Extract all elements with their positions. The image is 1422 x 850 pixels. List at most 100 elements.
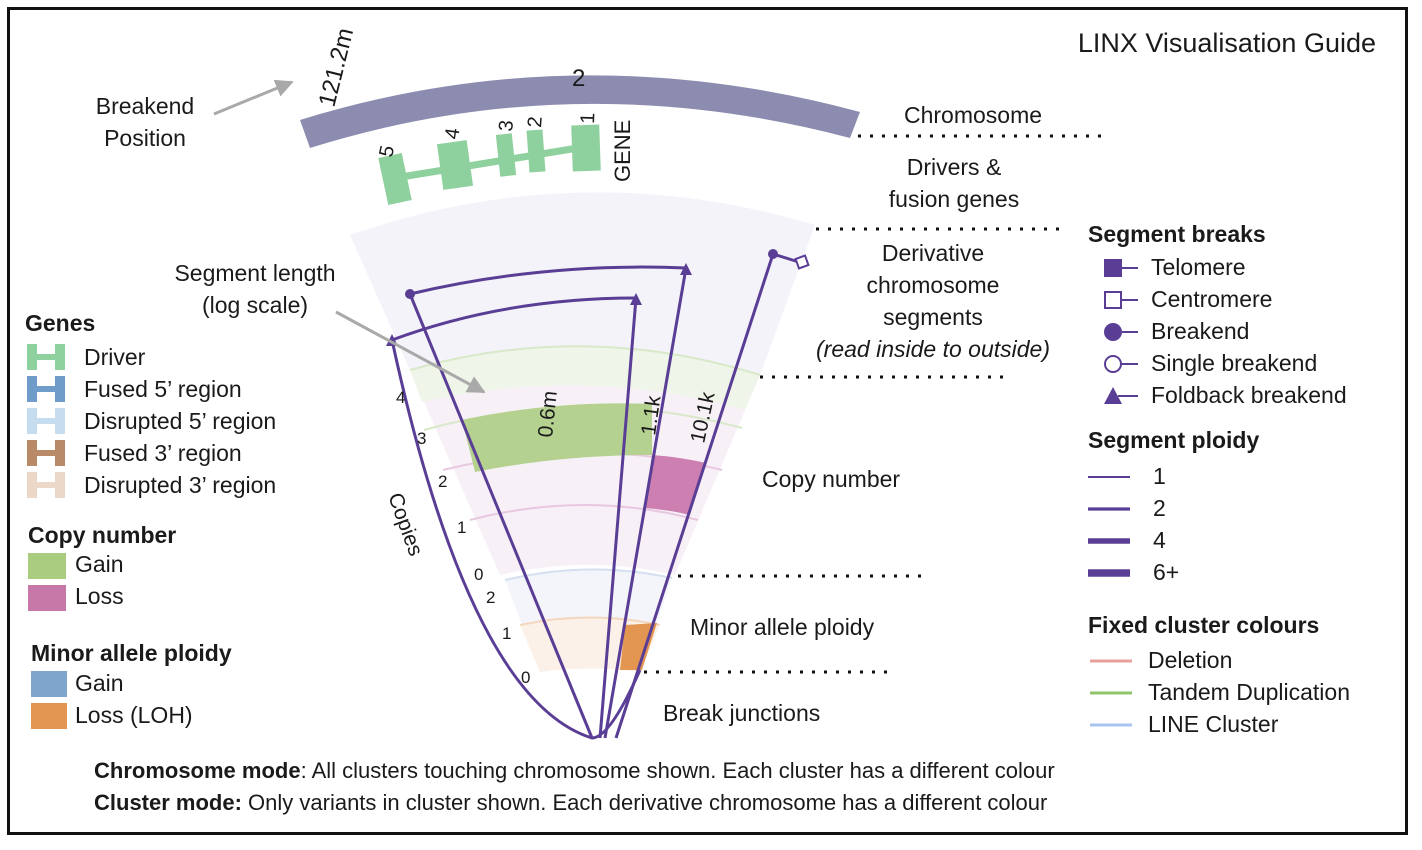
drivers-fusion-line-1: Drivers & — [906, 154, 1002, 180]
breakend-label: Breakend — [1151, 318, 1250, 344]
minor-allele-annotation: Minor allele ploidy — [690, 614, 875, 640]
derivative-line-3: segments — [883, 304, 983, 330]
segment-ploidy-legend-header: Segment ploidy — [1088, 427, 1260, 453]
ploidy-1-label: 1 — [1153, 463, 1166, 489]
breakend-position-annotation: Breakend Position — [86, 90, 204, 154]
ploidy-4-label: 4 — [1153, 527, 1166, 553]
copy-gain-label: Gain — [75, 551, 124, 577]
telomere-label: Telomere — [1151, 254, 1246, 280]
footer-chromosome-mode-title: Chromosome mode — [94, 758, 301, 783]
footer-chromosome-mode-text: : All clusters touching chromosome shown… — [300, 758, 1055, 783]
foldback-marker-mid — [630, 293, 642, 305]
segment-length-1-1k: 1.1k — [637, 394, 665, 437]
footer-cluster-mode-text: Only variants in cluster shown. Each der… — [241, 790, 1048, 815]
chromosome-number: 2 — [572, 65, 585, 92]
copy-number-gain-block — [462, 403, 652, 472]
chromosome-arc — [300, 75, 860, 148]
deletion-label: Deletion — [1148, 647, 1233, 673]
gene-track — [378, 124, 601, 205]
segment-outer-arc — [409, 265, 687, 296]
derivative-annotation: Derivative chromosome segments (read ins… — [790, 237, 1076, 365]
copy-tick-1: 1 — [457, 518, 466, 537]
copy-number-loss-block — [645, 455, 706, 515]
gene-exon-4 — [436, 140, 474, 190]
footer-cluster-mode: Cluster mode: Only variants in cluster s… — [94, 790, 1047, 816]
minor-tick-0: 0 — [521, 668, 530, 687]
segment-inner-arc — [391, 296, 637, 342]
exon-number-2: 2 — [524, 116, 547, 129]
line-cluster-label: LINE Cluster — [1148, 711, 1279, 737]
segment-breaks-legend-header: Segment breaks — [1088, 221, 1266, 247]
gene-disrupted5-label: Disrupted 5’ region — [84, 408, 277, 434]
minor-gridline-1 — [519, 616, 661, 626]
minor-tick-1: 1 — [502, 624, 511, 643]
gene-fused5-label: Fused 5’ region — [84, 376, 242, 402]
minor-gain-label: Gain — [75, 670, 124, 696]
gene-exon-3 — [495, 133, 517, 177]
copies-axis-label: Copies — [383, 490, 427, 559]
ploidy-6-label: 6+ — [1153, 559, 1180, 585]
exon-number-5: 5 — [375, 144, 399, 159]
gene-label: GENE — [610, 120, 635, 182]
copy-number-legend-header: Copy number — [28, 522, 177, 548]
gene-exon-1 — [571, 124, 601, 172]
footer-chromosome-mode: Chromosome mode: All clusters touching c… — [94, 758, 1055, 784]
gene-driver-label: Driver — [84, 344, 146, 370]
page-title: LINX Visualisation Guide — [1077, 28, 1376, 58]
ploidy-2-label: 2 — [1153, 495, 1166, 521]
minor-loss-label: Loss (LOH) — [75, 702, 193, 728]
copy-loss-label: Loss — [75, 583, 124, 609]
segment-length-line-1: Segment length — [174, 260, 336, 286]
derivative-segments-band — [350, 192, 815, 375]
minor-allele-loh-block — [620, 623, 657, 670]
foldback-breakend-label: Foldback breakend — [1151, 382, 1347, 408]
copy-tick-2: 2 — [438, 472, 447, 491]
drivers-fusion-line-2: fusion genes — [888, 186, 1020, 212]
copy-gridline-4 — [409, 345, 761, 376]
breakend-position-line-1: Breakend — [95, 93, 195, 119]
segment-length-annotation: Segment length (log scale) — [160, 257, 350, 321]
breakend-marker-outer — [405, 289, 415, 299]
derivative-line-2: chromosome — [866, 272, 1000, 298]
segment-radial-far — [614, 253, 775, 739]
centromere-marker — [794, 254, 810, 270]
copy-number-annotation: Copy number — [762, 466, 901, 492]
breakend-position-arrow — [213, 79, 294, 116]
cluster-colours-legend-header: Fixed cluster colours — [1088, 612, 1320, 638]
break-junctions-annotation: Break junctions — [663, 700, 821, 726]
tandem-dup-label: Tandem Duplication — [1148, 679, 1351, 705]
copy-number-band — [410, 346, 760, 575]
derivative-note: (read inside to outside) — [816, 336, 1050, 362]
foldback-marker-right — [680, 263, 692, 275]
chromosome-annotation: Chromosome — [904, 102, 1043, 128]
gene-fused3-label: Fused 3’ region — [84, 440, 242, 466]
derivative-line-1: Derivative — [881, 240, 985, 266]
minor-allele-legend-header: Minor allele ploidy — [31, 640, 232, 666]
exon-number-4: 4 — [441, 127, 464, 141]
segment-radial-mid — [598, 297, 638, 739]
drivers-fusion-annotation: Drivers & fusion genes — [868, 151, 1040, 215]
centromere-label: Centromere — [1151, 286, 1273, 312]
copy-tick-3: 3 — [417, 429, 426, 448]
breakend-marker-far — [768, 249, 778, 259]
single-breakend-label: Single breakend — [1151, 350, 1318, 376]
segment-radial-right — [603, 267, 688, 739]
minor-tick-2: 2 — [486, 588, 495, 607]
copy-tick-4: 4 — [396, 388, 405, 407]
segment-length-arrow — [335, 310, 486, 394]
exon-number-3: 3 — [495, 119, 518, 132]
footer-cluster-mode-title: Cluster mode: — [94, 790, 242, 815]
segment-length-line-2: (log scale) — [201, 292, 309, 318]
breakend-position-line-2: Position — [104, 125, 186, 151]
copy-number-upper-band — [410, 346, 760, 410]
gene-exon-2 — [526, 129, 546, 173]
exon-number-1: 1 — [577, 112, 599, 124]
genes-legend-header: Genes — [25, 310, 96, 336]
gene-exon-5 — [378, 153, 412, 205]
segment-length-0-6m: 0.6m — [534, 390, 562, 439]
gene-disrupted3-label: Disrupted 3’ region — [84, 472, 277, 498]
segment-loop — [390, 339, 642, 740]
copy-tick-0: 0 — [474, 565, 483, 584]
breakend-position-value: 121.2m — [314, 25, 360, 109]
